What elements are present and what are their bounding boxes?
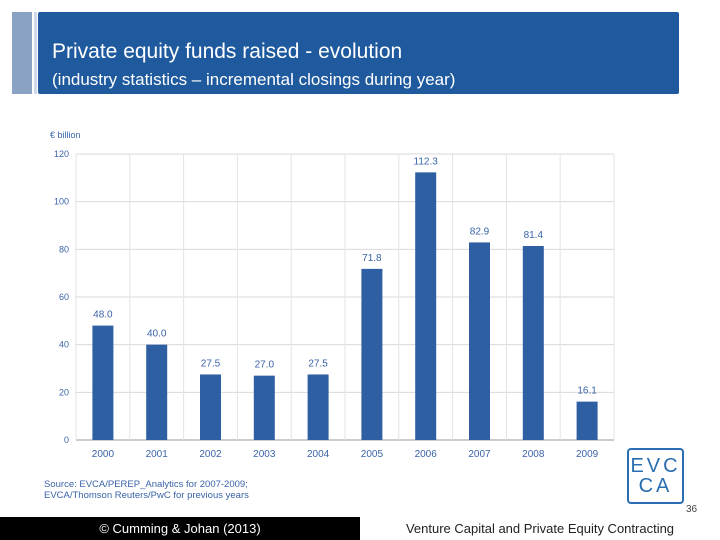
y-tick-label: 100 <box>54 197 69 207</box>
title-banner <box>38 12 679 94</box>
source-note: Source: EVCA/PEREP_Analytics for 2007-20… <box>44 479 249 501</box>
logo-text-bottom: CA <box>638 475 673 497</box>
x-tick-label: 2009 <box>576 449 599 460</box>
x-tick-label: 2000 <box>92 449 115 460</box>
bar-2004 <box>307 374 329 440</box>
data-label-2003: 27.0 <box>255 360 275 371</box>
x-tick-label: 2008 <box>522 449 545 460</box>
data-label-2009: 16.1 <box>577 386 597 397</box>
footer-course-title: Venture Capital and Private Equity Contr… <box>360 517 720 540</box>
x-tick-label: 2003 <box>253 449 276 460</box>
y-tick-label: 80 <box>59 244 69 254</box>
data-label-2008: 81.4 <box>524 230 544 241</box>
bar-2005 <box>361 268 383 440</box>
bar-2009 <box>576 401 598 440</box>
data-label-2006: 112.3 <box>414 156 439 167</box>
source-line-1: Source: EVCA/PEREP_Analytics for 2007-20… <box>44 479 248 490</box>
x-tick-label: 2005 <box>361 449 384 460</box>
x-tick-label: 2006 <box>415 449 438 460</box>
data-label-2002: 27.5 <box>201 358 221 369</box>
x-tick-label: 2002 <box>199 449 222 460</box>
x-tick-label: 2007 <box>468 449 491 460</box>
banner-accent-line <box>34 12 37 94</box>
y-tick-label: 40 <box>59 340 69 350</box>
data-label-2004: 27.5 <box>308 358 328 369</box>
y-tick-label: 120 <box>54 149 69 159</box>
footer-copyright: © Cumming & Johan (2013) <box>0 517 360 540</box>
y-tick-label: 0 <box>64 435 69 445</box>
bar-2007 <box>469 242 490 440</box>
page-title: Private equity funds raised - evolution <box>52 40 403 63</box>
page-number: 36 <box>686 504 698 515</box>
page-subtitle: (industry statistics – incremental closi… <box>52 70 456 89</box>
data-label-2001: 40.0 <box>147 329 167 340</box>
data-label-2005: 71.8 <box>362 253 382 264</box>
banner-accent-strip <box>12 12 32 94</box>
bar-2008 <box>522 245 544 440</box>
bar-2002 <box>200 374 221 440</box>
evca-logo: EVC CA <box>627 448 684 504</box>
y-tick-label: 20 <box>59 387 69 397</box>
bar-2000 <box>92 325 114 440</box>
bar-2006 <box>415 172 437 440</box>
bar-chart: € billion 0 20 40 60 80 100 120 48.0 2000 40.0 2001… <box>50 130 615 460</box>
x-tick-label: 2001 <box>146 449 169 460</box>
x-tick-label: 2004 <box>307 449 330 460</box>
y-tick-label: 60 <box>59 292 69 302</box>
y-axis-label: € billion <box>50 130 81 140</box>
source-line-2: EVCA/Thomson Reuters/PwC for previous ye… <box>44 490 249 501</box>
data-label-2007: 82.9 <box>470 226 490 237</box>
bar-2001 <box>146 344 168 440</box>
logo-text-top: EVC <box>630 455 681 477</box>
bar-2003 <box>253 375 275 440</box>
data-label-2000: 48.0 <box>93 310 113 321</box>
